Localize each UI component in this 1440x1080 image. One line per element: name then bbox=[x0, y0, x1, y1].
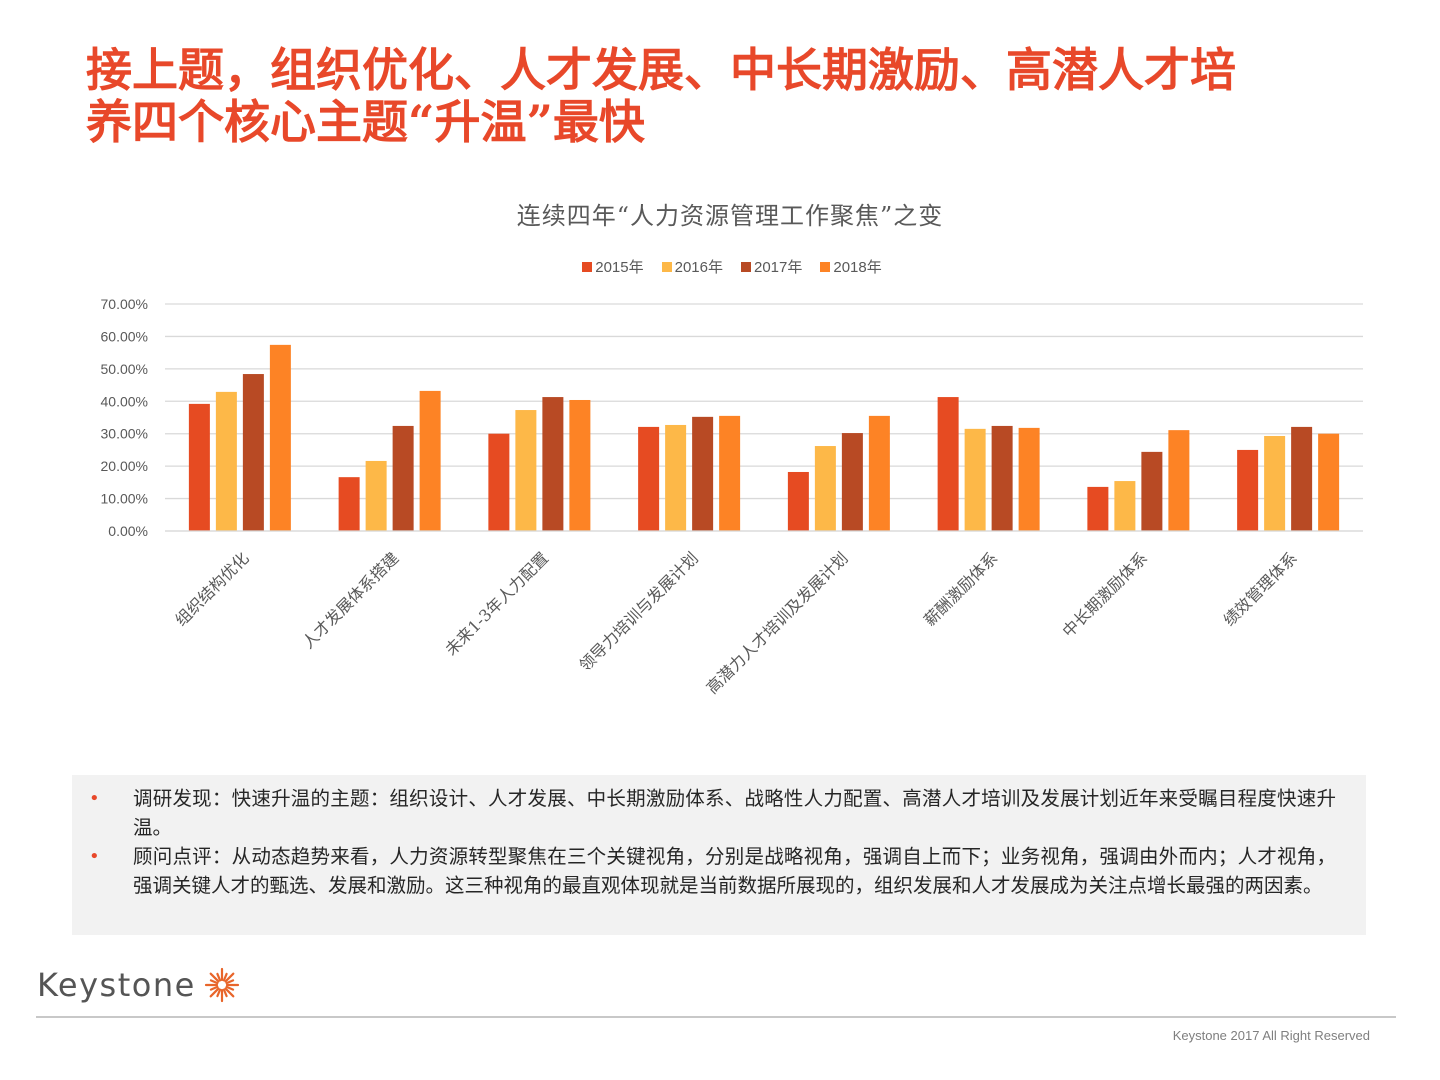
keystone-logo: Keystone bbox=[37, 966, 240, 1004]
x-tick-label: 绩效管理体系 bbox=[1220, 548, 1301, 629]
copyright-text: Keystone 2017 All Right Reserved bbox=[1172, 1028, 1370, 1043]
legend-swatch bbox=[820, 261, 831, 272]
bar-2018-3 bbox=[719, 415, 741, 531]
legend-item-2017: 2017年 bbox=[741, 256, 802, 277]
bar-2017-6 bbox=[1141, 451, 1163, 531]
x-tick-label: 薪酬激励体系 bbox=[920, 548, 1001, 629]
bar-2015-3 bbox=[638, 426, 660, 531]
starburst-ray bbox=[222, 988, 228, 998]
starburst-ray bbox=[216, 988, 221, 998]
starburst-ray bbox=[224, 987, 235, 998]
finding-item: • 顾问点评：从动态趋势来看，人力资源转型聚焦在三个关键视角，分别是战略视角，强… bbox=[72, 842, 1366, 900]
bar-2017-5 bbox=[991, 425, 1013, 531]
x-tick-label: 人才发展体系搭建 bbox=[298, 548, 402, 652]
bar-2015-5 bbox=[937, 397, 959, 531]
bar-2017-4 bbox=[841, 433, 863, 531]
bar-2015-7 bbox=[1237, 449, 1259, 531]
bar-2015-1 bbox=[338, 477, 360, 531]
findings-list: • 调研发现：快速升温的主题：组织设计、人才发展、中长期激励体系、战略性人力配置… bbox=[72, 775, 1366, 900]
bar-2018-4 bbox=[868, 415, 890, 531]
bars bbox=[188, 344, 1340, 531]
bar-chart: 0.00% 10.00% 20.00% 30.00% 40.00% 50.00% 60.00… bbox=[101, 296, 1363, 698]
y-tick-label: 40.00% bbox=[101, 393, 148, 409]
starburst-ray bbox=[209, 987, 220, 998]
y-tick-label: 50.00% bbox=[101, 361, 148, 377]
starburst-ray bbox=[225, 985, 234, 991]
bar-2016-7 bbox=[1264, 435, 1286, 531]
findings-box: • 调研发现：快速升温的主题：组织设计、人才发展、中长期激励体系、战略性人力配置… bbox=[72, 775, 1366, 935]
x-axis: 组织结构优化 人才发展体系搭建 未来1-3年人力配置 领导力培训与发展计划 高潜力人才培… bbox=[165, 530, 1363, 698]
footer-divider bbox=[36, 1016, 1396, 1018]
y-tick-label: 10.00% bbox=[101, 491, 148, 507]
legend-item-2016: 2016年 bbox=[661, 256, 723, 277]
y-tick-label: 0.00% bbox=[108, 523, 148, 539]
bar-2018-2 bbox=[569, 399, 591, 531]
starburst-ray bbox=[222, 972, 228, 982]
slide-title-line-1: 接上题，组织优化、人才发展、中长期激励、高潜人才培 bbox=[86, 43, 1236, 97]
bar-2016-5 bbox=[964, 428, 986, 531]
bar-2018-7 bbox=[1318, 433, 1340, 531]
bar-2017-0 bbox=[242, 374, 264, 531]
legend-label: 2015年 bbox=[595, 259, 644, 276]
starburst-ray bbox=[209, 985, 219, 991]
bar-2015-0 bbox=[188, 403, 210, 531]
legend-label: 2018年 bbox=[833, 259, 882, 276]
bar-2015-4 bbox=[787, 471, 809, 531]
y-tick-label: 70.00% bbox=[101, 296, 148, 312]
bar-2016-2 bbox=[515, 410, 537, 531]
legend-swatch bbox=[661, 261, 672, 272]
x-tick-label: 未来1-3年人力配置 bbox=[441, 548, 552, 659]
y-tick-label: 30.00% bbox=[101, 426, 148, 442]
y-axis: 0.00% 10.00% 20.00% 30.00% 40.00% 50.00% 60.00… bbox=[101, 296, 148, 539]
x-tick-label: 高潜力人才培训及发展计划 bbox=[702, 548, 851, 697]
bar-2018-0 bbox=[269, 344, 291, 531]
bar-2015-6 bbox=[1087, 486, 1109, 531]
bar-2018-5 bbox=[1018, 427, 1040, 531]
finding-item: • 调研发现：快速升温的主题：组织设计、人才发展、中长期激励体系、战略性人力配置… bbox=[72, 784, 1366, 842]
starburst-ray bbox=[209, 979, 219, 985]
bar-2017-2 bbox=[542, 397, 564, 531]
bullet-icon: • bbox=[89, 788, 100, 809]
slide-title: 接上题，组织优化、人才发展、中长期激励、高潜人才培 养四个核心主题“升温”最快 bbox=[86, 44, 1346, 148]
starburst-ray bbox=[209, 972, 220, 983]
chart-title: 连续四年“人力资源管理工作聚焦”之变 bbox=[516, 202, 944, 230]
y-tick-label: 60.00% bbox=[101, 328, 148, 344]
legend-item-2018: 2018年 bbox=[820, 256, 882, 277]
gridlines bbox=[165, 303, 1363, 532]
legend-label: 2016年 bbox=[674, 259, 723, 276]
finding-text: 顾问点评：从动态趋势来看，人力资源转型聚焦在三个关键视角，分别是战略视角，强调自… bbox=[133, 845, 1336, 897]
y-tick-label: 20.00% bbox=[101, 458, 148, 474]
starburst-icon bbox=[204, 967, 239, 1003]
finding-text: 调研发现：快速升温的主题：组织设计、人才发展、中长期激励体系、战略性人力配置、高… bbox=[133, 787, 1336, 839]
bar-2017-1 bbox=[392, 425, 414, 531]
starburst-ray bbox=[224, 972, 235, 983]
x-tick-label: 领导力培训与发展计划 bbox=[575, 548, 702, 675]
bar-2018-1 bbox=[419, 390, 441, 531]
legend-swatch bbox=[582, 261, 593, 272]
bar-2016-0 bbox=[215, 391, 237, 531]
bar-2016-1 bbox=[365, 460, 387, 531]
starburst-ray bbox=[225, 979, 234, 985]
bar-2017-7 bbox=[1291, 426, 1313, 531]
legend-item-2015: 2015年 bbox=[582, 256, 644, 277]
logo-text: Keystone bbox=[37, 966, 196, 1004]
bullet-icon: • bbox=[89, 846, 100, 867]
starburst-ray bbox=[216, 972, 221, 982]
legend-swatch bbox=[741, 261, 751, 272]
bar-2016-3 bbox=[665, 424, 687, 531]
x-tick-label: 中长期激励体系 bbox=[1059, 548, 1152, 641]
slide-title-line-2: 养四个核心主题“升温”最快 bbox=[86, 95, 645, 149]
x-tick-label: 组织结构优化 bbox=[171, 548, 252, 629]
bar-2015-2 bbox=[488, 433, 510, 531]
bar-2016-6 bbox=[1114, 481, 1136, 531]
bar-2016-4 bbox=[814, 446, 836, 531]
bar-2017-3 bbox=[692, 416, 714, 531]
chart-legend: 2015年 2016年 2017年 2018年 bbox=[0, 256, 1440, 277]
legend-label: 2017年 bbox=[754, 259, 803, 276]
bar-2018-6 bbox=[1168, 430, 1190, 531]
